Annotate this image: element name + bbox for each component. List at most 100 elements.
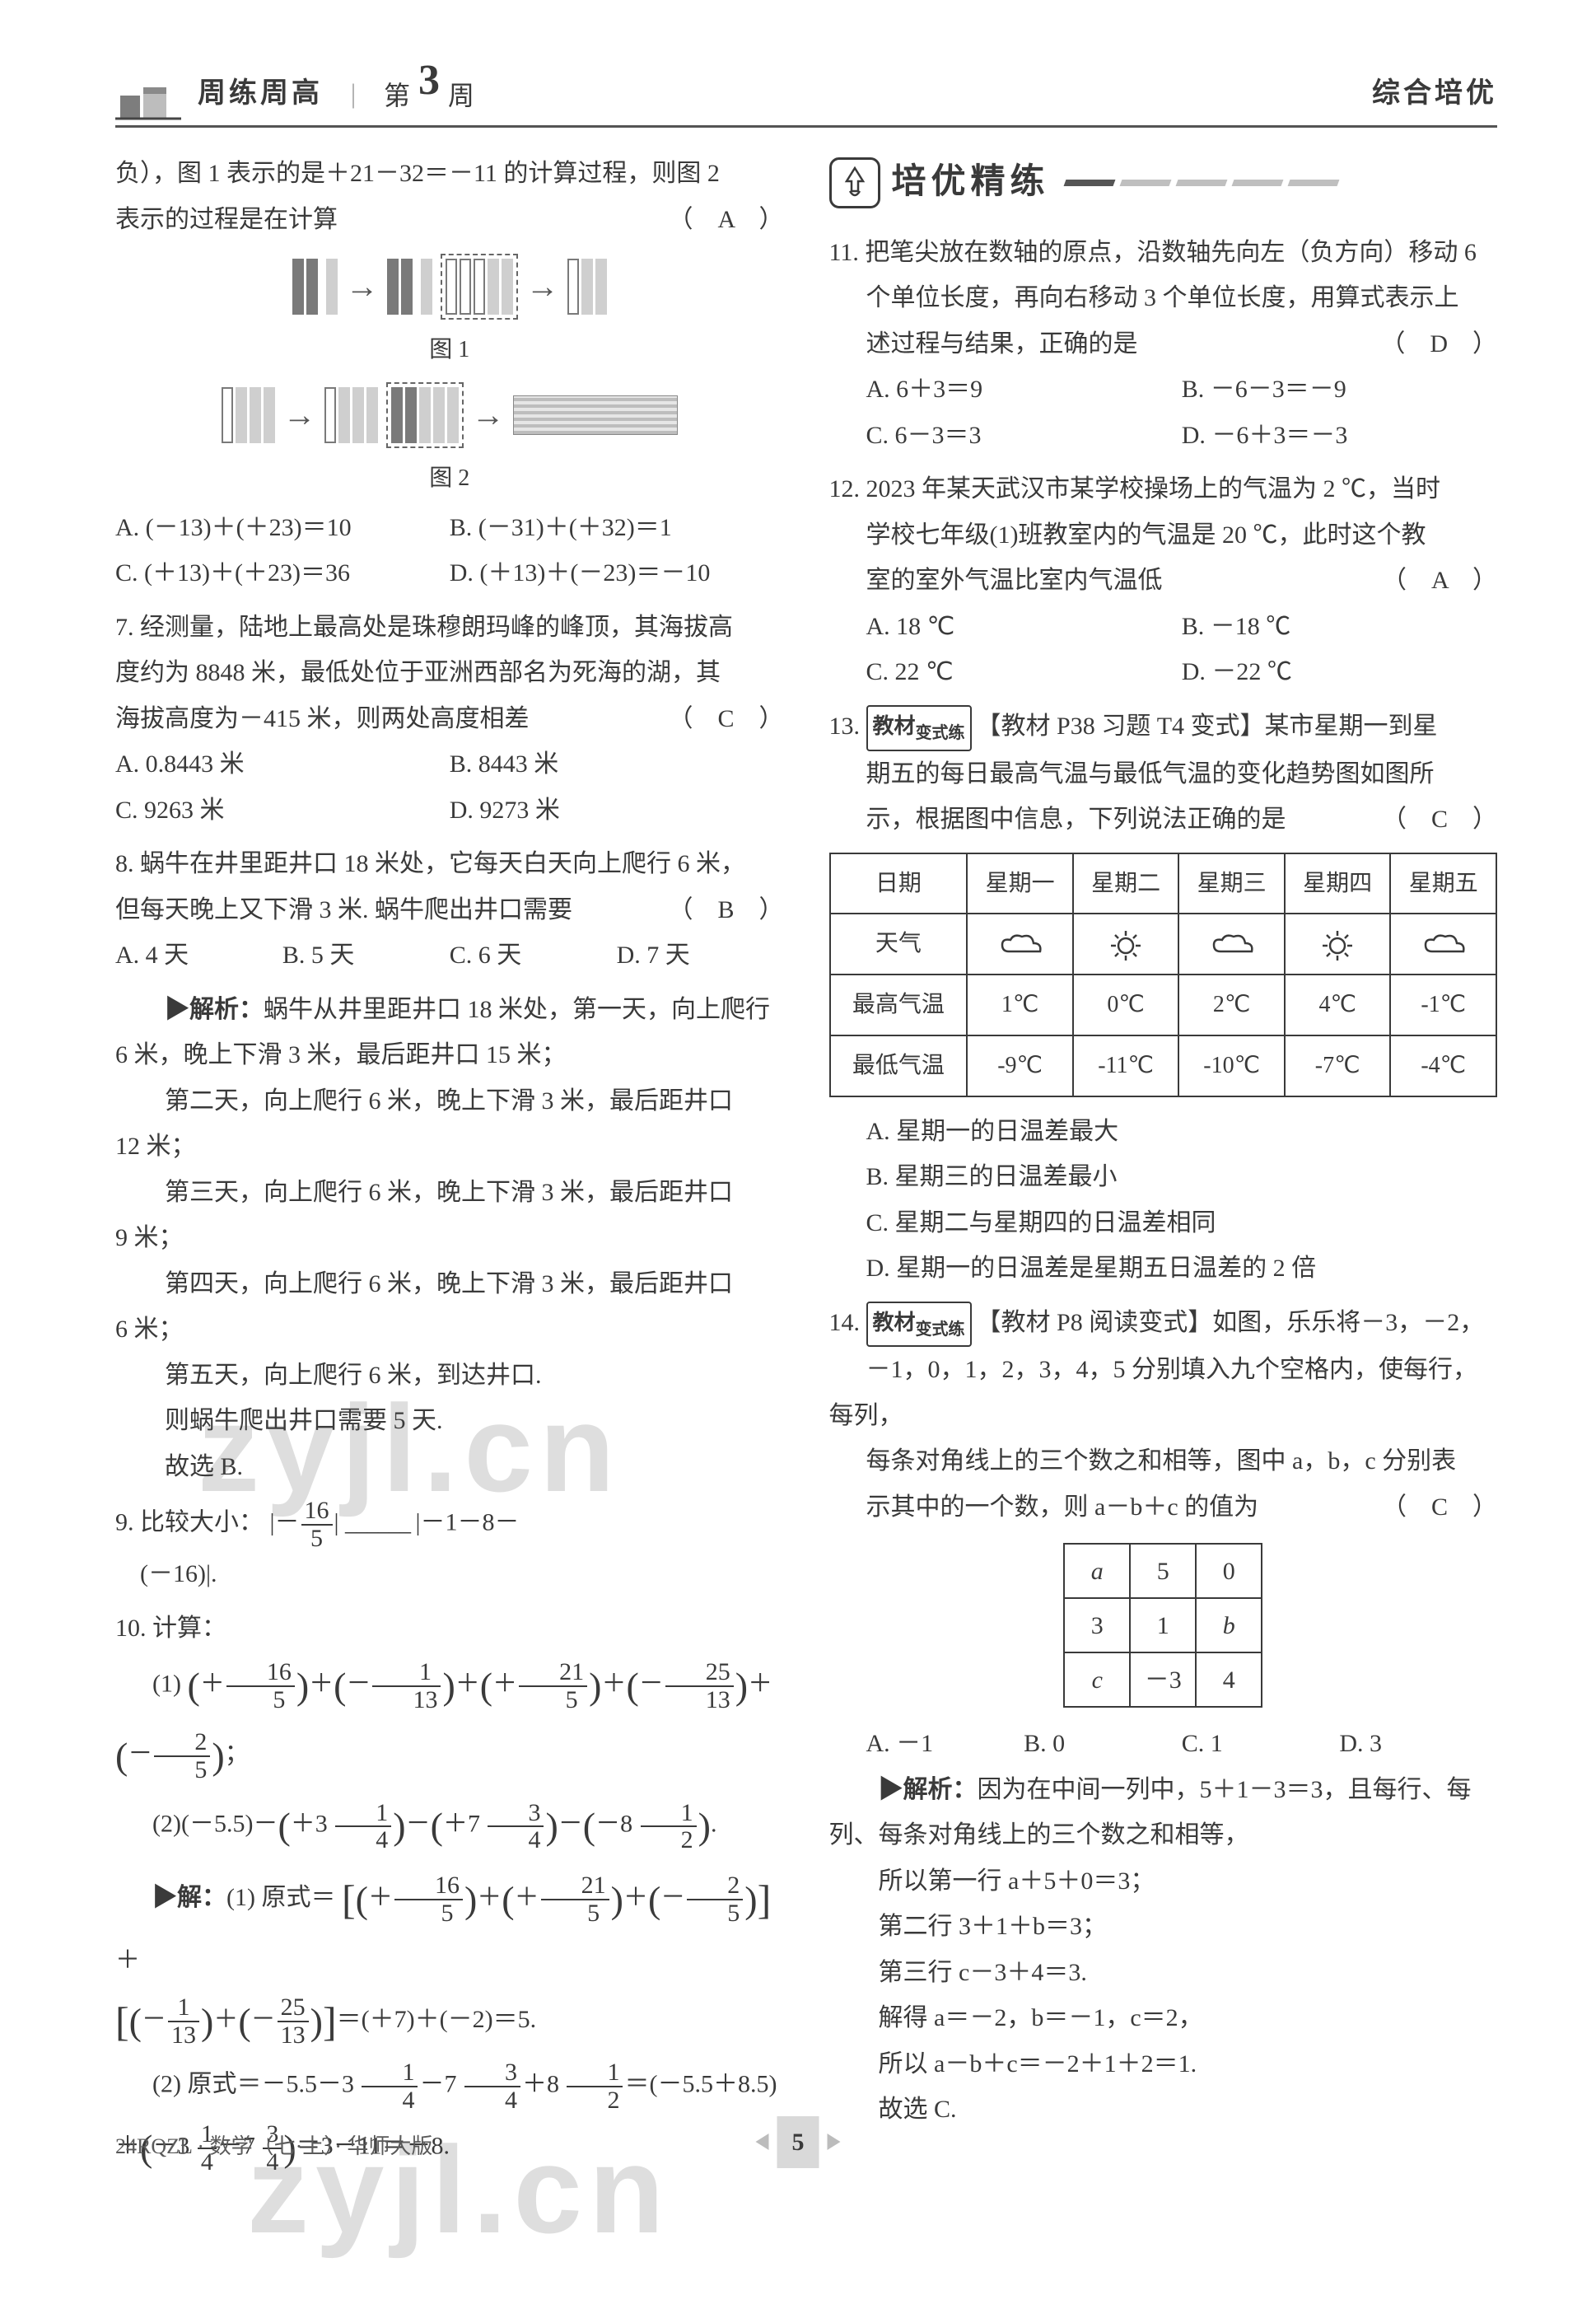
- q8-answer: （ B ）: [668, 887, 783, 933]
- q8-sol-2: 6 米，晚上下滑 3 米，最后距井口 15 米；: [115, 1032, 784, 1078]
- q14-answer: （ C ）: [1345, 1484, 1497, 1531]
- q8-sol-3: 第二天，向上爬行 6 米，晚上下滑 3 米，最后距井口: [115, 1078, 784, 1124]
- q14-option-b: B. 0: [1024, 1721, 1182, 1767]
- q14-s8: 故选 C.: [829, 2087, 1498, 2133]
- wt-low-3: -10℃: [1178, 1035, 1285, 1096]
- q10-sol-1-tail: ＝(＋7)＋(－2)＝5.: [337, 2006, 536, 2033]
- wt-h-3: 星期三: [1178, 853, 1285, 914]
- header-di: 第: [384, 72, 410, 120]
- q11-answer: （ D ）: [1343, 321, 1497, 367]
- page-number: 5: [756, 2116, 841, 2169]
- ms-02: 0: [1196, 1544, 1262, 1598]
- q14-s1: 因为在中间一列中，5＋1－3＝3，且每行、每: [978, 1776, 1472, 1803]
- ms-21: －3: [1130, 1652, 1196, 1707]
- q11-l2: 个单位长度，再向右移动 3 个单位长度，用算式表示上: [829, 275, 1498, 321]
- q7-answer: （ C ）: [668, 696, 783, 742]
- q13-option-a: A. 星期一的日温差最大: [866, 1109, 1498, 1155]
- q11-l3-body: 述过程与结果，正确的是: [866, 330, 1138, 358]
- q6-option-b: B. (－31)＋(＋32)＝1: [450, 505, 784, 551]
- q11-option-c: C. 6－3＝3: [866, 413, 1182, 459]
- page-number-value: 5: [777, 2116, 819, 2169]
- ms-01: 5: [1130, 1544, 1196, 1598]
- magic-square: a50 31b c－34: [1063, 1543, 1262, 1708]
- q14-option-c: C. 1: [1182, 1721, 1340, 1767]
- ms-12: b: [1196, 1598, 1262, 1652]
- ms-20: c: [1064, 1652, 1130, 1707]
- ms-10: 3: [1064, 1598, 1130, 1652]
- q14-bracket: 【教材 P8 阅读变式】: [977, 1309, 1213, 1336]
- q9: 9. 比较大小： |－165| ______ |－1－8－ (－16)|.: [115, 1498, 784, 1597]
- ms-00: a: [1064, 1544, 1130, 1598]
- q12-answer: （ A ）: [1345, 558, 1497, 604]
- q12-l3-body: 室的室外气温比室内气温低: [866, 567, 1163, 594]
- q8-sol-6: 9 米；: [115, 1215, 784, 1261]
- q10-head: 10. 计算：: [115, 1606, 784, 1652]
- q8-option-d: D. 7 天: [617, 932, 784, 979]
- q10-1-pre: (1): [152, 1671, 181, 1698]
- section-dashes: [1065, 180, 1497, 186]
- q8-sol-10: 则蜗牛爬出井口需要 5 天.: [115, 1398, 784, 1444]
- q11-option-d: D. －6＋3＝－3: [1182, 413, 1497, 459]
- header-right: 综合培优: [1372, 68, 1497, 120]
- q14-s7: 所以 a－b＋c＝－2＋1＋2＝1.: [829, 2041, 1498, 2087]
- q12-option-d: D. －22 ℃: [1182, 649, 1497, 695]
- q7-option-c: C. 9263 米: [115, 788, 450, 834]
- q8-sol-5: 第三天，向上爬行 6 米，晚上下滑 3 米，最后距井口: [115, 1170, 784, 1216]
- q12-l3: 室的室外气温比室内气温低 （ A ）: [829, 558, 1498, 604]
- q8-solution: ▶解析：蜗牛从井里距井口 18 米处，第一天，向上爬行: [115, 987, 784, 1033]
- q13-l3-body: 示，根据图中信息，下列说法正确的是: [866, 806, 1286, 833]
- q11-option-b: B. －6－3＝－9: [1182, 367, 1497, 413]
- q9-rhs: |－1－8－: [416, 1509, 520, 1536]
- q8-option-a: A. 4 天: [115, 932, 282, 979]
- books-icon: [115, 79, 181, 120]
- wt-high-label: 最高气温: [830, 975, 968, 1035]
- ms-22: 4: [1196, 1652, 1262, 1707]
- wt-low-4: -7℃: [1285, 1035, 1391, 1096]
- section-title: 培优精练: [892, 151, 1050, 215]
- q8-sol-4: 12 米；: [115, 1124, 784, 1170]
- q13-l3: 示，根据图中信息，下列说法正确的是 （ C ）: [829, 797, 1498, 843]
- q8-line1: 8. 蜗牛在井里距井口 18 米处，它每天白天向上爬行 6 米，: [115, 841, 784, 887]
- sun-icon: [1285, 914, 1391, 975]
- q10: 10. 计算： (1) (＋165)＋(－113)＋(＋215)＋(－2513)…: [115, 1606, 784, 2183]
- footer-code: 24RQZL · 数学（七·上）· 华师大版: [115, 2127, 432, 2166]
- q6-text-1: 负），图 1 表示的是＋21－32＝－11 的计算过程，则图 2: [115, 151, 784, 197]
- q13-l1: 某市星期一到星: [1265, 713, 1438, 740]
- q12-option-a: A. 18 ℃: [866, 604, 1182, 650]
- q13-option-d: D. 星期一的日温差是星期五日温差的 2 倍: [866, 1246, 1498, 1292]
- q14-l3: 每条对角线上的三个数之和相等，图中 a，b，c 分别表: [829, 1438, 1498, 1484]
- q10-sol-2a: (2) 原式＝－5.5－3: [152, 2070, 354, 2097]
- q10-2-pre: (2)(－5.5)－: [152, 1811, 278, 1838]
- q9-pre: 9. 比较大小：: [115, 1509, 264, 1536]
- rocket-icon: [829, 157, 880, 208]
- q14-s5: 第三行 c－3＋4＝3.: [829, 1950, 1498, 1996]
- wt-weather-label: 天气: [830, 914, 968, 975]
- q7-option-b: B. 8443 米: [450, 741, 784, 788]
- q7-option-d: D. 9273 米: [450, 788, 784, 834]
- q10-sol-1a: (1) 原式＝: [226, 1884, 335, 1911]
- wt-h-2: 星期二: [1073, 853, 1179, 914]
- q13-l2: 期五的每日最高气温与最低气温的变化趋势图如图所: [829, 751, 1498, 797]
- q10-2: (2)(－5.5)－(＋3 14)－(＋7 34)－(－8 12).: [115, 1791, 784, 1861]
- header-zhou: 周: [448, 72, 474, 120]
- q11-l1: 11. 把笔尖放在数轴的原点，沿数轴先向左（负方向）移动 6: [829, 230, 1498, 276]
- wt-low-5: -4℃: [1390, 1035, 1496, 1096]
- wt-h-4: 星期四: [1285, 853, 1391, 914]
- wt-h-1: 星期一: [967, 853, 1073, 914]
- q12-l1: 12. 2023 年某天武汉市某学校操场上的气温为 2 ℃，当时: [829, 466, 1498, 512]
- q8-option-c: C. 6 天: [450, 932, 617, 979]
- header-sep: ｜: [341, 75, 366, 121]
- q9-blank: ______: [345, 1509, 409, 1536]
- left-column: 负），图 1 表示的是＋21－32＝－11 的计算过程，则图 2 表示的过程是在…: [115, 151, 784, 2191]
- q14-l4-body: 示其中的一个数，则 a－b＋c 的值为: [866, 1493, 1259, 1521]
- q13-answer: （ C ）: [1345, 797, 1497, 843]
- q14-s6: 解得 a＝－2，b＝－1，c＝2，: [829, 1995, 1498, 2041]
- solution-label: ▶解析：: [165, 996, 264, 1023]
- section-header: 培优精练: [829, 151, 1498, 215]
- q8-sol-1: 蜗牛从井里距井口 18 米处，第一天，向上爬行: [264, 996, 770, 1023]
- q6-option-d: D. (＋13)＋(－23)＝－10: [450, 550, 784, 596]
- q13-head: 13. 教材变式练【教材 P38 习题 T4 变式】某市星期一到星: [829, 703, 1498, 751]
- q10-sol-1: ▶解：(1) 原式＝ [(＋165)＋(＋215)＋(－25)]＋: [115, 1862, 784, 1984]
- wt-h-5: 星期五: [1390, 853, 1496, 914]
- q9-rhs2: (－16)|.: [115, 1551, 784, 1597]
